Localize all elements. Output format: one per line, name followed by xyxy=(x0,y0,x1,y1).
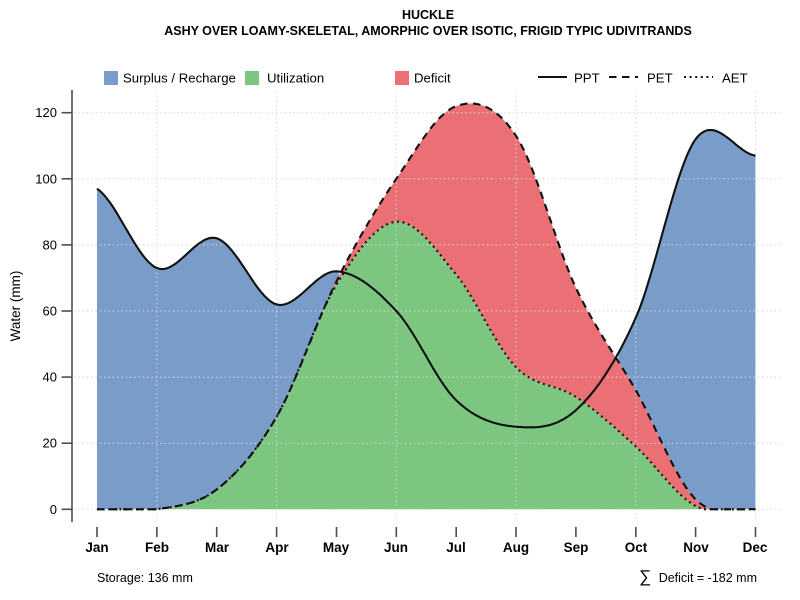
aet-curve xyxy=(97,220,756,511)
x-axis-labels: Jan Feb Mar Apr May Jun Jul Aug Sep Oct … xyxy=(85,540,768,555)
data-curves xyxy=(96,102,756,511)
legend-label-ppt: PPT xyxy=(574,71,600,86)
chart-title: HUCKLE xyxy=(402,8,454,22)
legend-swatch-surplus xyxy=(104,71,118,85)
pet-curve xyxy=(97,102,756,511)
legend-label-deficit: Deficit xyxy=(414,71,451,86)
legend-swatch-deficit xyxy=(395,71,409,85)
x-tick-label: Apr xyxy=(265,540,289,555)
legend-swatch-utilization xyxy=(245,71,259,85)
deficit-annotation-text: Deficit = -182 mm xyxy=(659,571,757,585)
y-tick-label: 120 xyxy=(35,105,57,120)
legend-label-aet: AET xyxy=(722,71,748,86)
y-tick-label: 80 xyxy=(43,237,57,252)
x-tick-label: Aug xyxy=(503,540,529,555)
legend-label-utilization: Utilization xyxy=(267,71,324,86)
x-tick-label: Jan xyxy=(85,540,108,555)
utilization-area xyxy=(97,221,756,510)
x-tick-label: Jun xyxy=(384,540,408,555)
y-axis-labels: 0 20 40 60 80 100 120 xyxy=(35,105,57,517)
x-tick-label: Jul xyxy=(446,540,466,555)
y-tick-label: 40 xyxy=(43,370,57,385)
deficit-area xyxy=(97,103,756,510)
chart-subtitle: ASHY OVER LOAMY-SKELETAL, AMORPHIC OVER … xyxy=(164,24,692,38)
x-tick-label: Feb xyxy=(145,540,169,555)
surplus-recharge-area xyxy=(618,130,756,510)
legend: Surplus / Recharge Utilization Deficit P… xyxy=(104,71,748,86)
x-tick-label: Oct xyxy=(625,540,648,555)
ppt-curve xyxy=(96,128,756,429)
axes xyxy=(61,90,757,537)
x-tick-label: May xyxy=(323,540,350,555)
y-tick-label: 60 xyxy=(43,304,57,319)
x-tick-label: Dec xyxy=(743,540,768,555)
x-tick-label: Nov xyxy=(683,540,709,555)
y-tick-label: 0 xyxy=(50,502,57,517)
x-tick-label: Mar xyxy=(205,540,230,555)
x-tick-label: Sep xyxy=(564,540,589,555)
y-tick-label: 20 xyxy=(43,436,57,451)
legend-label-pet: PET xyxy=(647,71,673,86)
legend-label-surplus: Surplus / Recharge xyxy=(123,71,236,86)
y-tick-label: 100 xyxy=(35,171,57,186)
gridlines xyxy=(74,92,782,520)
storage-annotation: Storage: 136 mm xyxy=(97,571,193,585)
sigma-symbol: ∑ xyxy=(639,567,651,586)
y-axis-title: Water (mm) xyxy=(8,271,23,342)
deficit-annotation: ∑ Deficit = -182 mm xyxy=(639,567,757,586)
